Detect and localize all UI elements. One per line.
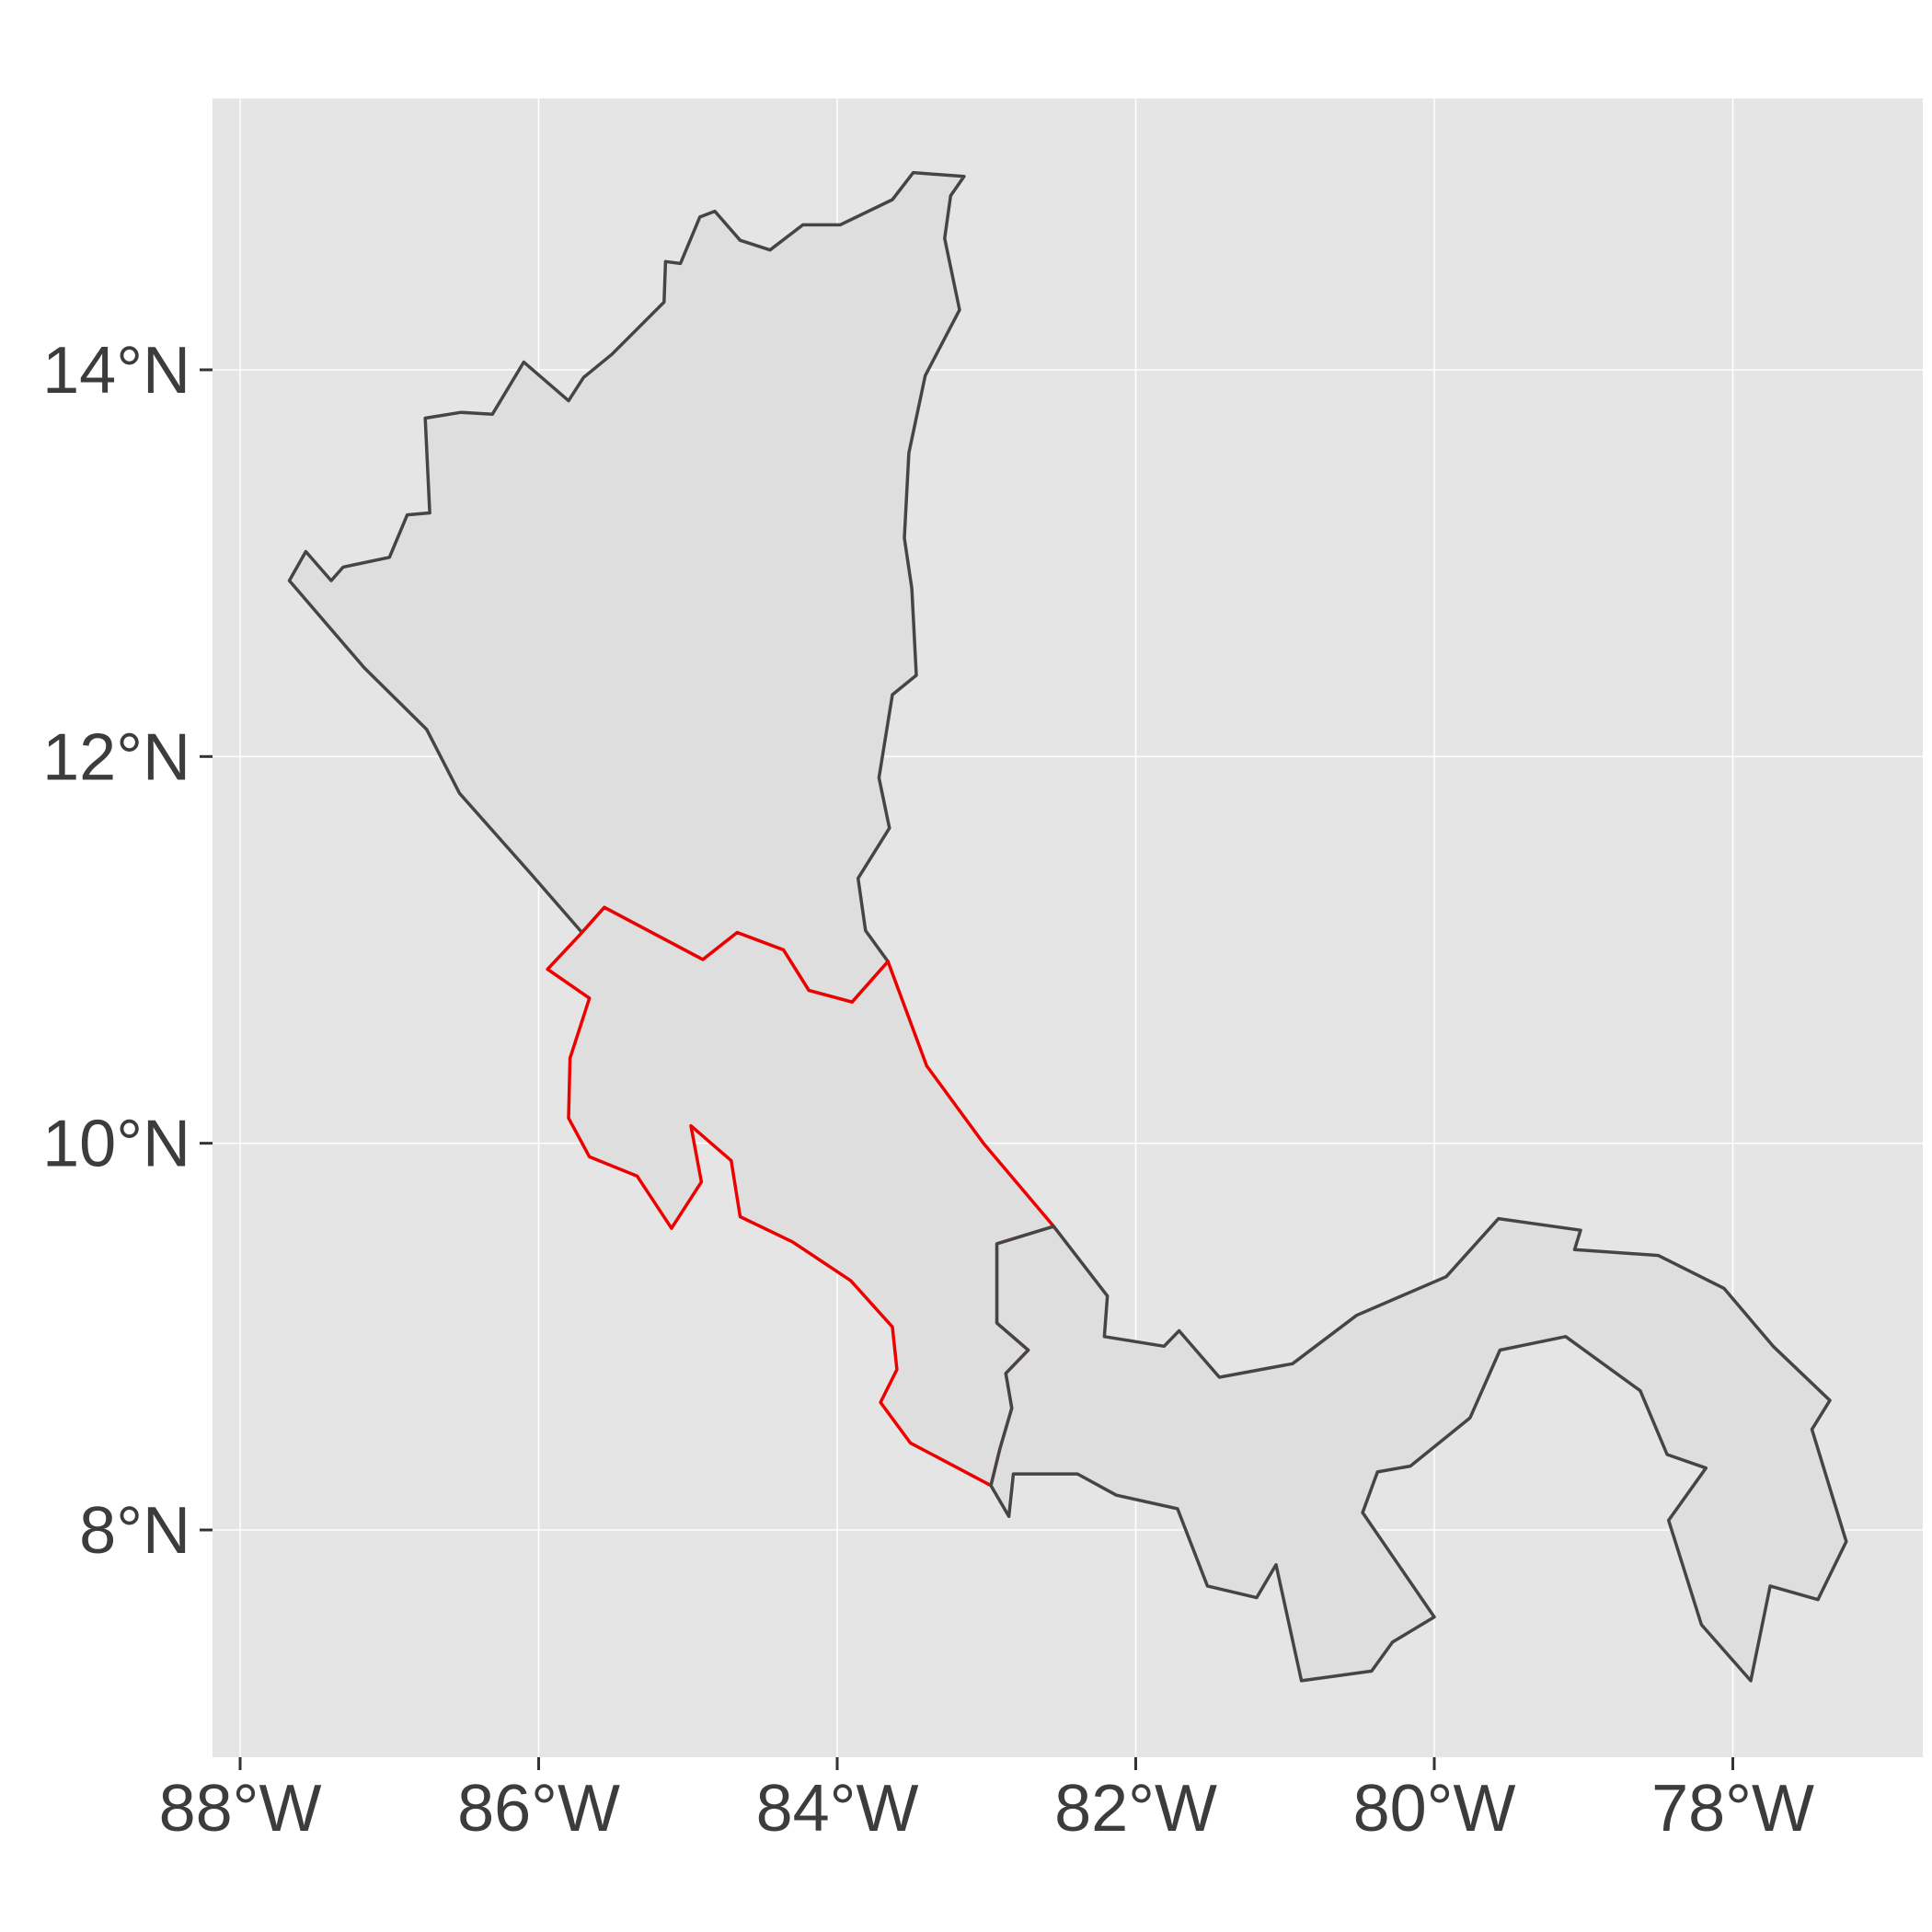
- x-tick-label: 80°W: [1353, 1772, 1516, 1846]
- axes: 88°W 86°W 84°W 82°W 80°W 78°W 8°N 10°N 12°N 14°N: [42, 334, 1814, 1846]
- y-tick-label: 10°N: [42, 1108, 190, 1181]
- x-tick-label: 78°W: [1651, 1772, 1814, 1846]
- x-tick-label: 82°W: [1054, 1772, 1217, 1846]
- country-shapes: [287, 170, 1848, 1683]
- y-tick-label: 14°N: [42, 334, 190, 408]
- y-tick-label: 8°N: [79, 1494, 190, 1568]
- country-panama: [989, 1216, 1848, 1683]
- x-tick-label: 86°W: [457, 1772, 620, 1846]
- plot-panel: [213, 98, 1923, 1757]
- x-tick-label: 84°W: [756, 1772, 919, 1846]
- x-tick-label: 88°W: [159, 1772, 322, 1846]
- y-tick-label: 12°N: [42, 720, 190, 794]
